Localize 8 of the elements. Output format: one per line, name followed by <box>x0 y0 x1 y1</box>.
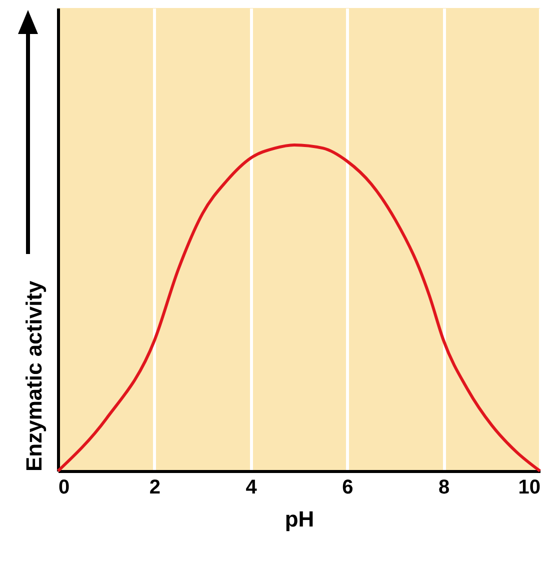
x-axis-title: pH <box>284 506 314 532</box>
x-tick-label: 2 <box>149 476 160 498</box>
y-axis-title: Enzymatic activity <box>22 280 46 472</box>
x-tick-label: 10 <box>518 476 540 498</box>
x-tick-label: 8 <box>438 476 450 498</box>
x-tick-label: 0 <box>58 476 70 498</box>
x-tick-label: 4 <box>246 476 258 498</box>
x-tick-label: 6 <box>342 476 354 498</box>
